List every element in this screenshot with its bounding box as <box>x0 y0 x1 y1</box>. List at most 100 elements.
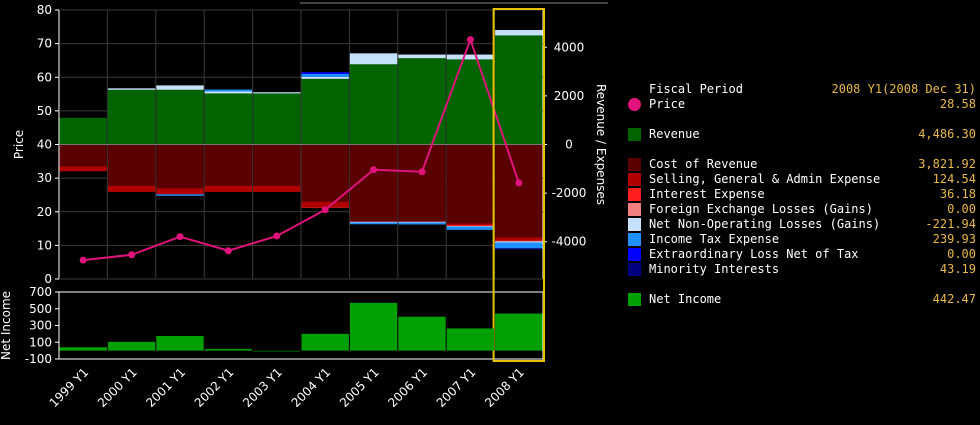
legend-item-label: Interest Expense <box>649 187 765 201</box>
legend-swatch-icon <box>628 173 641 186</box>
net-tick-label: 700 <box>29 285 52 299</box>
left-tick-label: 40 <box>37 138 52 152</box>
legend-item-label: Cost of Revenue <box>649 157 758 171</box>
legend-item: Cost of Revenue 3,821.92 <box>626 157 976 172</box>
legend-item-value: 28.58 <box>939 97 976 111</box>
bar-revenue <box>495 35 543 145</box>
bar-cost-of-revenue <box>398 144 446 222</box>
net-income-bar <box>495 313 543 351</box>
category-label: 2001 Y1 <box>143 365 188 410</box>
bar-net-non-operating-losses-gains- <box>495 30 543 36</box>
left-tick-label: 80 <box>37 3 52 17</box>
net-income-bar <box>253 350 301 352</box>
bar-selling-general-admin-expense <box>301 201 349 207</box>
bar-selling-general-admin-expense <box>398 221 446 222</box>
net-income-bar <box>107 341 156 351</box>
legend-item-label: Income Tax Expense <box>649 232 780 246</box>
legend-item-value: 124.54 <box>932 172 976 186</box>
right-tick-label: -4000 <box>552 235 587 249</box>
bar-cost-of-revenue <box>495 144 543 238</box>
category-label: 2004 Y1 <box>289 365 334 410</box>
net-tick-label: 300 <box>29 319 52 333</box>
category-label: 2007 Y1 <box>434 365 479 410</box>
bar-net-non-operating-losses-gains- <box>204 91 253 94</box>
legend-swatch-icon <box>628 203 641 216</box>
bar-selling-general-admin-expense <box>204 185 253 192</box>
bar-net-non-operating-losses-gains- <box>398 221 446 223</box>
right-tick-label: 4000 <box>554 40 585 54</box>
legend-item-value: 0.00 <box>947 202 976 216</box>
legend-item: Foreign Exchange Losses (Gains) 0.00 <box>626 202 976 217</box>
bar-net-non-operating-losses-gains- <box>107 88 156 90</box>
legend-item: Price 28.58 <box>626 97 976 112</box>
legend-header-value: 2008 Y1(2008 Dec 31) <box>831 82 977 96</box>
bar-selling-general-admin-expense <box>107 185 156 192</box>
bar-revenue <box>253 93 301 145</box>
bar-selling-general-admin-expense <box>253 185 301 192</box>
left-tick-label: 60 <box>37 70 52 84</box>
category-label: 2003 Y1 <box>240 365 285 410</box>
bar-cost-of-revenue <box>204 144 253 186</box>
net-income-bar <box>446 328 495 351</box>
bar-net-non-operating-losses-gains- <box>349 221 398 223</box>
legend-item-value: 3,821.92 <box>918 157 976 171</box>
price-line <box>83 36 520 262</box>
net-income-bar <box>301 333 349 351</box>
bar-extraordinary-loss-net-of-tax <box>301 72 349 74</box>
left-tick-label: 30 <box>37 171 52 185</box>
left-tick-label: 10 <box>37 238 52 252</box>
left-tick-label: 50 <box>37 104 52 118</box>
net-income-bar <box>59 347 107 351</box>
bar-cost-of-revenue <box>107 144 156 186</box>
net-tick-label: -100 <box>25 352 52 366</box>
bar-revenue <box>107 89 156 145</box>
net-tick-label: 500 <box>29 302 52 316</box>
legend-item-label: Foreign Exchange Losses (Gains) <box>649 202 873 216</box>
bar-income-tax-expense <box>204 89 253 92</box>
bar-revenue <box>156 89 204 145</box>
bar-net-non-operating-losses-gains- <box>495 241 543 243</box>
legend-swatch-icon <box>628 158 641 171</box>
bar-net-non-operating-losses-gains- <box>156 85 204 90</box>
legend-item-label: Net Income <box>649 292 722 306</box>
bar-revenue <box>398 58 446 145</box>
legend-item-value: -221.94 <box>925 217 976 231</box>
bar-revenue <box>301 78 349 145</box>
bar-selling-general-admin-expense <box>495 237 543 241</box>
legend-item-value: 442.47 <box>932 292 976 306</box>
bar-selling-general-admin-expense <box>446 223 495 225</box>
right-tick-label: 0 <box>565 138 573 152</box>
bar-selling-general-admin-expense <box>59 166 107 172</box>
bar-income-tax-expense <box>349 222 398 225</box>
legend-item: Interest Expense 36.18 <box>626 187 976 202</box>
net-income-bar <box>349 302 398 351</box>
bar-income-tax-expense <box>398 222 446 225</box>
legend-item-label: Minority Interests <box>649 262 780 276</box>
legend-item-label: Extraordinary Loss Net of Tax <box>649 247 859 261</box>
legend-item-value: 4,486.30 <box>918 127 976 141</box>
bar-selling-general-admin-expense <box>349 221 398 222</box>
net-income-bar <box>398 316 446 351</box>
bar-interest-expense <box>446 224 495 226</box>
price-point <box>224 247 232 255</box>
legend-item-value: 239.93 <box>932 232 976 246</box>
net-income-bar <box>156 335 204 351</box>
right-tick-label: 2000 <box>554 89 585 103</box>
legend-item: Net Non-Operating Losses (Gains) -221.94 <box>626 217 976 232</box>
price-point <box>176 233 184 241</box>
right-tick-label: -2000 <box>552 186 587 200</box>
price-point <box>418 168 426 176</box>
legend-item-value: 36.18 <box>939 187 976 201</box>
legend-header: Fiscal Period 2008 Y1(2008 Dec 31) <box>626 82 976 97</box>
legend-item: Extraordinary Loss Net of Tax 0.00 <box>626 247 976 262</box>
legend-swatch-icon <box>628 188 641 201</box>
net-income-axis-title: Net Income <box>0 291 13 360</box>
price-point <box>273 232 281 240</box>
legend-item: Minority Interests 43.19 <box>626 262 976 277</box>
price-point <box>370 166 378 174</box>
left-tick-label: 20 <box>37 205 52 219</box>
legend-item-value: 43.19 <box>939 262 976 276</box>
legend-item: Selling, General & Admin Expense 124.54 <box>626 172 976 187</box>
legend-item-label: Selling, General & Admin Expense <box>649 172 881 186</box>
selected-period-highlight <box>492 8 546 362</box>
